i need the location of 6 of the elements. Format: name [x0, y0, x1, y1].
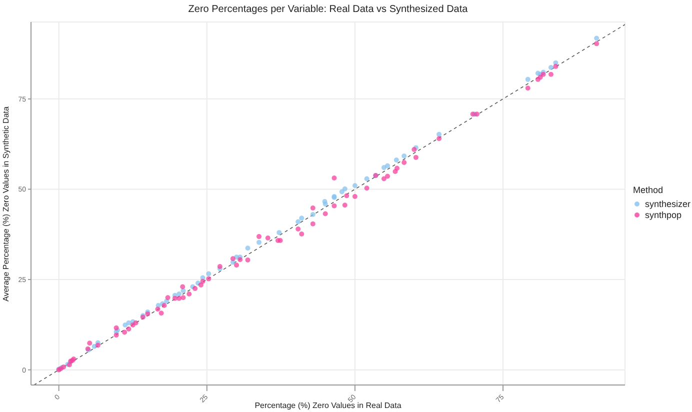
y-axis-title: Average Percentage (%) Zero Values in Synthetic Data: [2, 106, 10, 301]
legend-label: synthpop: [645, 210, 682, 220]
legend-label: synthesizer: [645, 198, 691, 208]
legend-title: Method: [633, 185, 664, 195]
x-axis-title: Percentage (%) Zero Values in Real Data: [254, 401, 402, 410]
chart-title: Zero Percentages per Variable: Real Data vs Synthesized Data: [187, 4, 469, 15]
